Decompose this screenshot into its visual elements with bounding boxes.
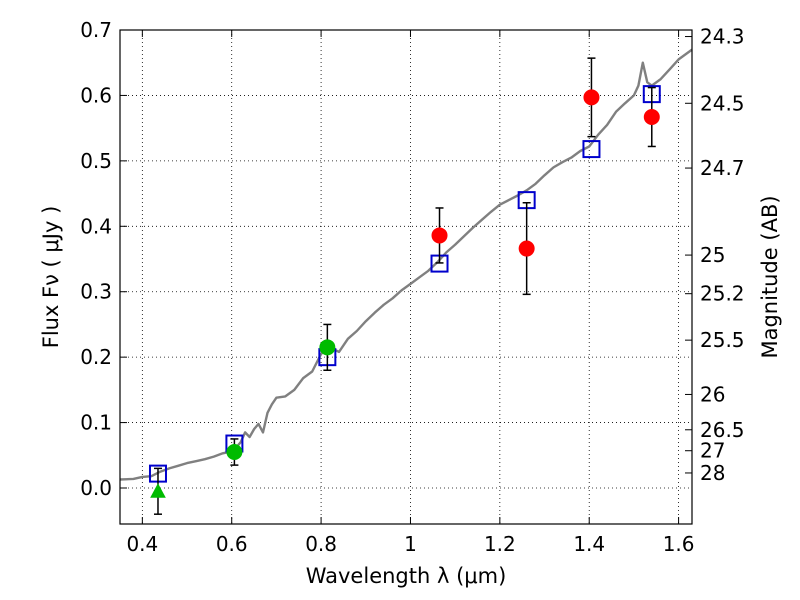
data-markers-layer: [148, 57, 661, 515]
red-data-point: [431, 227, 448, 244]
gridlines: [120, 29, 692, 524]
right-tick-label: 27: [700, 439, 725, 463]
y-tick-label: 0.4: [80, 214, 112, 238]
green-data-point: [319, 339, 336, 356]
x-tick-label: 1: [404, 532, 417, 556]
red-data-point: [518, 240, 535, 257]
x-axis-title: Wavelength λ (μm): [306, 564, 507, 588]
x-tick-label: 0.8: [305, 532, 337, 556]
model-photometry-square: [582, 140, 601, 159]
right-tick-label: 24.5: [700, 91, 745, 115]
y-tick-label: 0.1: [80, 411, 112, 435]
right-tick-label: 26: [700, 382, 725, 406]
y-tick-label: 0.2: [80, 345, 112, 369]
x-tick-label: 1.2: [484, 532, 516, 556]
x-tick-label: 1.4: [573, 532, 605, 556]
x-tick-label: 0.4: [126, 532, 158, 556]
right-tick-label: 26.5: [700, 418, 745, 442]
right-tick-label: 28: [700, 461, 725, 485]
green-data-point: [226, 444, 243, 461]
model-spectrum-layer: [119, 48, 693, 481]
y-tick-label: 0.3: [80, 280, 112, 304]
y-axis-title: Flux Fν ( μJy ): [39, 206, 63, 349]
right-tick-label: 24.3: [700, 25, 745, 49]
plot-frame: [119, 29, 693, 525]
x-tick-label: 0.6: [216, 532, 248, 556]
right-tick-label: 25: [700, 243, 725, 267]
red-data-point: [583, 89, 600, 106]
red-data-point: [643, 109, 660, 126]
y-tick-label: 0.5: [80, 149, 112, 173]
right-tick-label: 25.5: [700, 328, 745, 352]
ticks-layer: 0.4 0.6 0.8 1 1.2 1.4 1.6 0.0 0.1 0.2 0.3 0.4 0.5 0.6…: [80, 18, 744, 556]
x-tick-label: 1.6: [663, 532, 695, 556]
y-tick-label: 0.0: [80, 476, 112, 500]
y-tick-label: 0.7: [80, 18, 112, 42]
right-axis-title: Magnitude (AB): [758, 195, 782, 358]
right-tick-label: 25.2: [700, 282, 745, 306]
model-spectrum-line: [119, 48, 693, 481]
y-tick-label: 0.6: [80, 83, 112, 107]
right-tick-label: 24.7: [700, 156, 745, 180]
green-upper-limit-triangle: [150, 483, 166, 498]
